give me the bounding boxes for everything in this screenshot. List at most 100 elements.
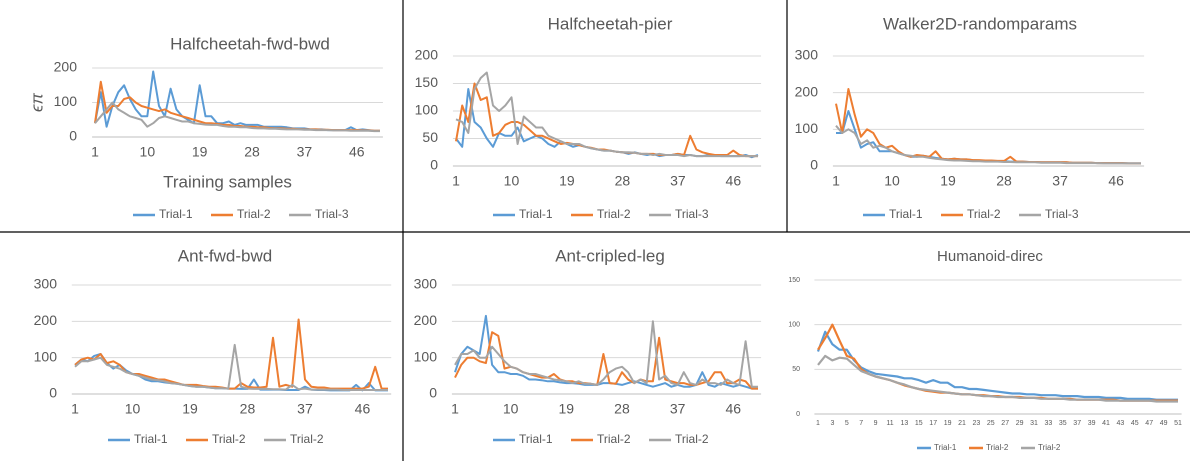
- x-tick-label: 28: [244, 144, 260, 160]
- x-tick-label: 21: [958, 420, 966, 427]
- x-tick-label: 10: [504, 173, 520, 189]
- y-tick-label: 0: [69, 128, 77, 144]
- series-line: [835, 125, 1141, 165]
- legend-label: Trial-2: [675, 432, 709, 446]
- x-tick-label: 19: [192, 144, 208, 160]
- x-tick-label: 10: [125, 401, 141, 417]
- x-tick-label: 46: [1108, 173, 1124, 189]
- y-tick-label: 0: [810, 157, 818, 173]
- x-tick-label: 19: [182, 401, 198, 417]
- legend-label: Trial-3: [675, 207, 709, 221]
- x-tick-label: 10: [503, 401, 519, 417]
- y-tick-label: 0: [430, 157, 438, 173]
- y-tick-label: 50: [792, 366, 800, 373]
- y-tick-label: 300: [795, 47, 819, 63]
- x-tick-label: 37: [297, 401, 313, 417]
- y-tick-label: 0: [429, 385, 437, 401]
- x-tick-label: 43: [1117, 420, 1125, 427]
- y-tick-label: 100: [795, 120, 819, 136]
- x-tick-label: 1: [452, 173, 460, 189]
- legend-label: Trial-1: [889, 207, 923, 221]
- legend-label: Trial-1: [934, 443, 957, 452]
- x-tick-label: 1: [816, 420, 820, 427]
- x-axis-label: Training samples: [163, 172, 292, 191]
- legend-label: Trial-2: [290, 432, 324, 446]
- legend-label: Trial-2: [597, 432, 631, 446]
- y-tick-label: 200: [54, 59, 78, 75]
- x-tick-label: 51: [1174, 420, 1182, 427]
- y-axis-label: ϵπ: [27, 92, 46, 111]
- x-tick-label: 27: [1001, 420, 1009, 427]
- x-tick-label: 15: [915, 420, 923, 427]
- chart-title: Walker2D-randomparams: [883, 14, 1077, 33]
- x-tick-label: 1: [451, 401, 459, 417]
- x-tick-label: 41: [1102, 420, 1110, 427]
- y-tick-label: 100: [54, 93, 78, 109]
- series-line: [817, 354, 1178, 403]
- x-tick-label: 29: [1016, 420, 1024, 427]
- series-line: [74, 343, 388, 391]
- x-tick-label: 31: [1030, 420, 1038, 427]
- x-tick-label: 46: [349, 144, 365, 160]
- x-tick-label: 28: [240, 401, 256, 417]
- x-tick-label: 17: [929, 420, 937, 427]
- y-tick-label: 200: [415, 47, 439, 63]
- y-tick-label: 0: [796, 411, 800, 418]
- x-tick-label: 19: [559, 401, 575, 417]
- series-line: [94, 101, 380, 133]
- x-tick-label: 13: [901, 420, 909, 427]
- x-tick-label: 37: [670, 401, 686, 417]
- x-tick-label: 19: [559, 173, 575, 189]
- x-tick-label: 28: [614, 401, 630, 417]
- series-line: [454, 320, 758, 388]
- legend-label: Trial-2: [597, 207, 631, 221]
- x-tick-label: 9: [874, 420, 878, 427]
- y-tick-label: 150: [788, 277, 800, 284]
- legend-label: Trial-1: [519, 207, 553, 221]
- chart-title: Halfcheetah-pier: [548, 14, 673, 33]
- x-tick-label: 11: [886, 420, 893, 427]
- legend-label: Trial-1: [519, 432, 553, 446]
- y-tick-label: 100: [415, 102, 439, 118]
- legend-label: Trial-1: [134, 432, 168, 446]
- x-tick-label: 37: [297, 144, 313, 160]
- y-tick-label: 100: [788, 322, 800, 329]
- x-tick-label: 1: [91, 144, 99, 160]
- x-tick-label: 37: [670, 173, 686, 189]
- y-tick-label: 100: [34, 348, 58, 364]
- x-tick-label: 35: [1059, 420, 1067, 427]
- legend-label: Trial-2: [967, 207, 1001, 221]
- y-tick-label: 300: [414, 276, 438, 292]
- x-tick-label: 25: [987, 420, 995, 427]
- x-tick-label: 49: [1160, 420, 1168, 427]
- x-tick-label: 19: [940, 173, 956, 189]
- legend-label: Trial-2: [986, 443, 1009, 452]
- x-tick-label: 10: [140, 144, 156, 160]
- x-tick-label: 3: [830, 420, 834, 427]
- x-tick-label: 23: [973, 420, 981, 427]
- x-tick-label: 46: [725, 401, 741, 417]
- y-tick-label: 50: [422, 129, 438, 145]
- legend-label: Trial-2: [1038, 443, 1061, 452]
- legend-label: Trial-3: [315, 207, 349, 221]
- y-tick-label: 200: [795, 83, 819, 99]
- chart-title: Ant-fwd-bwd: [178, 246, 272, 265]
- x-tick-label: 37: [1052, 173, 1068, 189]
- x-tick-label: 39: [1088, 420, 1096, 427]
- y-tick-label: 200: [34, 312, 58, 328]
- chart-title: Halfcheetah-fwd-bwd: [170, 34, 330, 53]
- y-tick-label: 200: [414, 312, 438, 328]
- legend-label: Trial-2: [212, 432, 246, 446]
- x-tick-label: 28: [996, 173, 1012, 189]
- x-tick-label: 7: [859, 420, 863, 427]
- legend-label: Trial-1: [159, 207, 193, 221]
- chart-title: Ant-cripled-leg: [555, 246, 665, 265]
- series-line: [816, 330, 1178, 401]
- x-tick-label: 10: [884, 173, 900, 189]
- x-tick-label: 28: [615, 173, 631, 189]
- series-line: [455, 71, 758, 158]
- x-tick-label: 37: [1073, 420, 1081, 427]
- x-tick-label: 46: [726, 173, 742, 189]
- y-tick-label: 300: [34, 276, 58, 292]
